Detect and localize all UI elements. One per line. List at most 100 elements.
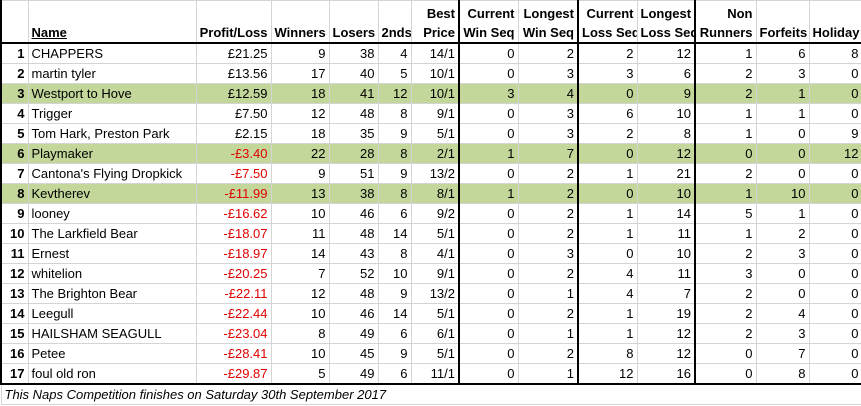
cell: martin tyler: [27, 63, 197, 84]
cell: 11: [0, 243, 29, 264]
cell: -£22.44: [195, 303, 272, 324]
cell: HAILSHAM SEAGULL: [27, 323, 197, 344]
cell: 14: [636, 203, 696, 224]
cell: 49: [328, 363, 379, 385]
header-cell: 2nds: [377, 0, 412, 44]
cell: 1: [694, 123, 757, 144]
cell: 13/2: [410, 163, 460, 184]
cell: Petee: [27, 343, 197, 364]
cell: The Larkfield Bear: [27, 223, 197, 244]
cell: 6: [755, 42, 810, 64]
data-row: 2 martin tyler £13.56 17 40 5 10/1 0 3 3 6 2 3 0: [0, 63, 861, 84]
cell: 3: [755, 323, 810, 344]
cell: 14: [377, 223, 412, 244]
cell: 8: [755, 363, 810, 385]
cell: 11: [270, 223, 330, 244]
cell: 2: [755, 223, 810, 244]
cell: 8: [808, 42, 861, 64]
header-cell: Current Loss Seq: [577, 0, 638, 44]
cell: 0: [458, 203, 519, 224]
cell: 0: [694, 143, 757, 164]
data-row: 11 Ernest -£18.97 14 43 8 4/1 0 3 0 10 2 3 0: [0, 243, 861, 264]
cell: 5: [694, 203, 757, 224]
cell: 14: [0, 303, 29, 324]
cell: 5: [0, 123, 29, 144]
cell: 0: [458, 283, 519, 304]
cell: 8: [636, 123, 696, 144]
cell: £13.56: [195, 63, 272, 84]
cell: 0: [458, 103, 519, 124]
cell: -£28.41: [195, 343, 272, 364]
data-row: 4 Trigger £7.50 12 48 8 9/1 0 3 6 10 1 1 0: [0, 103, 861, 124]
cell: 12: [636, 143, 696, 164]
cell: 1: [694, 183, 757, 204]
cell: 0: [808, 103, 861, 124]
header-row: Name Profit/Loss Winners Losers 2nds Best Pric…: [0, 0, 861, 44]
cell: 49: [328, 323, 379, 344]
cell: foul old ron: [27, 363, 197, 385]
header-text: Current: [467, 6, 515, 21]
cell: 2: [577, 123, 638, 144]
header-text: Best: [426, 6, 455, 21]
header-text: Current: [586, 6, 634, 21]
cell: 8: [377, 143, 412, 164]
cell: 12: [270, 103, 330, 124]
header-text: Longest: [523, 6, 574, 21]
cell: 51: [328, 163, 379, 184]
cell: 6/1: [410, 323, 460, 344]
header-text: Profit/Loss: [199, 25, 268, 40]
cell: 8: [0, 183, 29, 204]
cell: 40: [328, 63, 379, 84]
cell: 3: [517, 103, 579, 124]
data-row: 17 foul old ron -£29.87 5 49 6 11/1 0 1 12 16 0 8 0: [0, 363, 861, 385]
cell: 0: [808, 163, 861, 184]
cell: 6: [377, 323, 412, 344]
cell: 38: [328, 183, 379, 204]
cell: 1: [517, 323, 579, 344]
cell: 35: [328, 123, 379, 144]
cell: 9: [377, 283, 412, 304]
cell: 3: [458, 83, 519, 104]
cell: 1: [694, 103, 757, 124]
cell: Tom Hark, Preston Park: [27, 123, 197, 144]
cell: 9: [377, 123, 412, 144]
cell: 6: [636, 63, 696, 84]
cell: 9: [636, 83, 696, 104]
cell: 1: [577, 203, 638, 224]
cell: whitelion: [27, 263, 197, 284]
cell: 0: [808, 363, 861, 385]
cell: 11: [636, 263, 696, 284]
cell: Kevtherev: [27, 183, 197, 204]
cell: 12: [577, 363, 638, 385]
cell: 4: [755, 303, 810, 324]
cell: 1: [577, 163, 638, 184]
cell: 16: [0, 343, 29, 364]
cell: 2: [694, 163, 757, 184]
cell: 1: [577, 303, 638, 324]
cell: Ernest: [27, 243, 197, 264]
cell: 3: [755, 243, 810, 264]
cell: 12: [270, 283, 330, 304]
cell: 10/1: [410, 63, 460, 84]
cell: 0: [808, 263, 861, 284]
cell: -£18.07: [195, 223, 272, 244]
cell: 1: [458, 143, 519, 164]
cell: 1: [517, 363, 579, 385]
cell: 10/1: [410, 83, 460, 104]
cell: 6: [577, 103, 638, 124]
cell: 1: [755, 83, 810, 104]
cell: 2: [577, 42, 638, 64]
data-row: 12 whitelion -£20.25 7 52 10 9/1 0 2 4 11 3 0 0: [0, 263, 861, 284]
cell: -£3.40: [195, 143, 272, 164]
data-row: 7 Cantona's Flying Dropkick -£7.50 9 51 9 13/2…: [0, 163, 861, 184]
cell: 12: [377, 83, 412, 104]
data-row: 15 HAILSHAM SEAGULL -£23.04 8 49 6 6/1 0 1 1 12 2 3 0: [0, 323, 861, 344]
header-text: Loss Seq: [640, 25, 695, 40]
cell: 2: [517, 163, 579, 184]
cell: 12: [808, 143, 861, 164]
data-row: 6 Playmaker -£3.40 22 28 8 2/1 1 7 0 12 0 0 12: [0, 143, 861, 164]
header-text: Runners: [699, 25, 753, 40]
cell: 10: [0, 223, 29, 244]
data-row: 10 The Larkfield Bear -£18.07 11 48 14 5/1 0 2 1 1…: [0, 223, 861, 244]
